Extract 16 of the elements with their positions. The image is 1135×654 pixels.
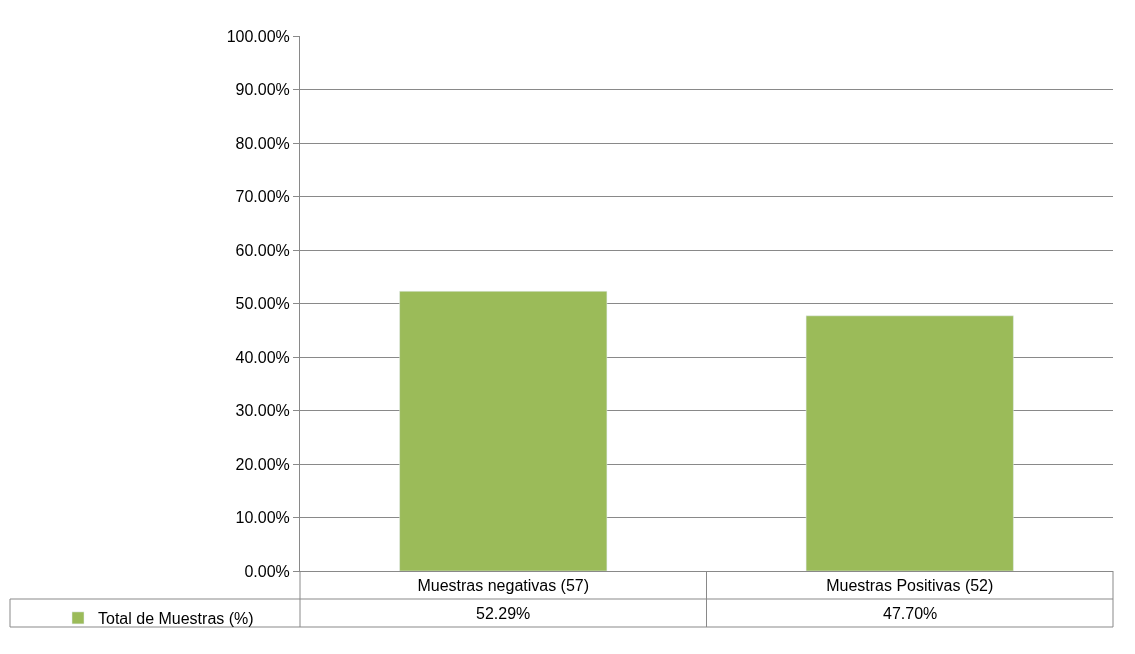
y-tick-label: 40.00%	[235, 348, 290, 366]
y-tick-label: 100.00%	[226, 27, 290, 45]
data-label: 47.70%	[883, 605, 938, 622]
y-tick-label: 60.00%	[235, 241, 290, 259]
x-tick-label: Muestras negativas (57)	[417, 577, 590, 595]
y-tick-label: 70.00%	[235, 188, 290, 206]
y-tick-label: 50.00%	[235, 295, 290, 313]
legend-label: Total de Muestras (%)	[98, 610, 254, 628]
y-tick-label: 20.00%	[235, 455, 290, 473]
y-tick-label: 80.00%	[235, 134, 290, 152]
x-tick-label: Muestras Positivas (52)	[826, 577, 994, 595]
y-tick-label: 90.00%	[235, 81, 290, 99]
data-label: 52.29%	[476, 605, 531, 622]
y-tick-label: 30.00%	[235, 402, 290, 420]
y-tick-label: 0.00%	[244, 562, 290, 580]
y-tick-label: 10.00%	[235, 509, 290, 527]
